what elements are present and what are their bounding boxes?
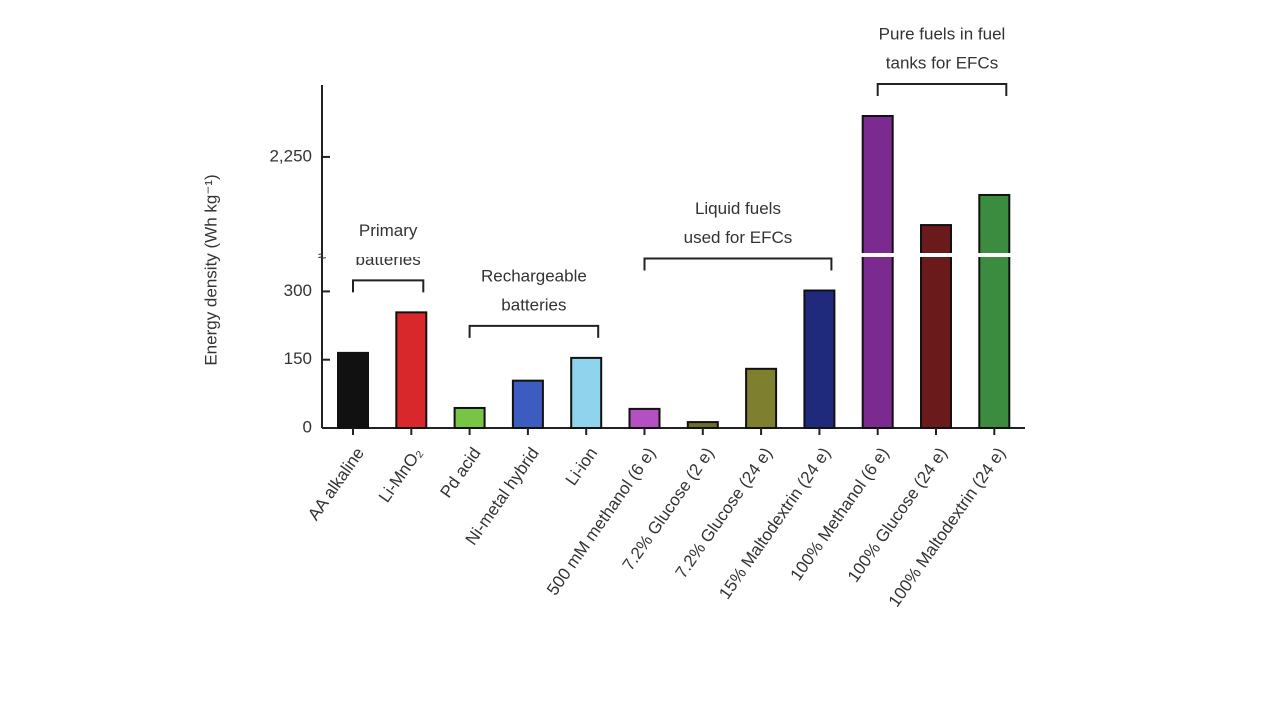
y-axis-label: Energy density (Wh kg⁻¹)	[201, 174, 220, 365]
y-tick-label: 300	[284, 281, 312, 300]
bar	[803, 289, 836, 429]
y-tick-label: 0	[303, 417, 312, 436]
bar	[570, 356, 603, 429]
y-tick-label: 2,250	[269, 146, 312, 165]
bar	[628, 407, 661, 429]
bar	[395, 311, 428, 429]
x-tick-label: 15% Maltodextrin (24 e)	[715, 444, 834, 603]
group-label: used for EFCs	[684, 228, 793, 247]
bar	[511, 379, 544, 429]
group-label: batteries	[501, 295, 566, 314]
x-tick-label: 100% Methanol (6 e)	[787, 444, 893, 584]
bar	[686, 421, 719, 429]
group-label: Primary	[359, 221, 418, 240]
y-tick-label: 150	[284, 349, 312, 368]
group-label: tanks for EFCs	[886, 53, 998, 72]
bar	[978, 193, 1011, 429]
axis-break: ≈	[318, 248, 326, 265]
group-bracket	[643, 257, 833, 271]
x-tick-label: 100% Glucose (24 e)	[844, 444, 951, 586]
group-bracket	[468, 324, 600, 338]
x-tick-label: AA alkaline	[304, 444, 368, 524]
x-tick-label: 100% Maltodextrin (24 e)	[885, 444, 1010, 610]
bar	[861, 114, 894, 429]
group-label: batteries	[356, 250, 421, 269]
x-tick-label: 500 mM methanol (6 e)	[543, 444, 659, 599]
bar	[337, 351, 369, 430]
bar	[453, 406, 486, 429]
group-label: Rechargeable	[481, 266, 587, 285]
group-bracket	[876, 82, 1008, 96]
bar	[745, 367, 778, 430]
group-label: Pure fuels in fuel	[879, 24, 1006, 43]
x-tick-label: Li-ion	[562, 444, 601, 489]
group-label: Liquid fuels	[695, 199, 781, 218]
x-tick-label: Li-MnO₂	[375, 444, 426, 506]
group-bracket	[352, 279, 425, 293]
x-tick-label: Pd acid	[436, 444, 484, 501]
